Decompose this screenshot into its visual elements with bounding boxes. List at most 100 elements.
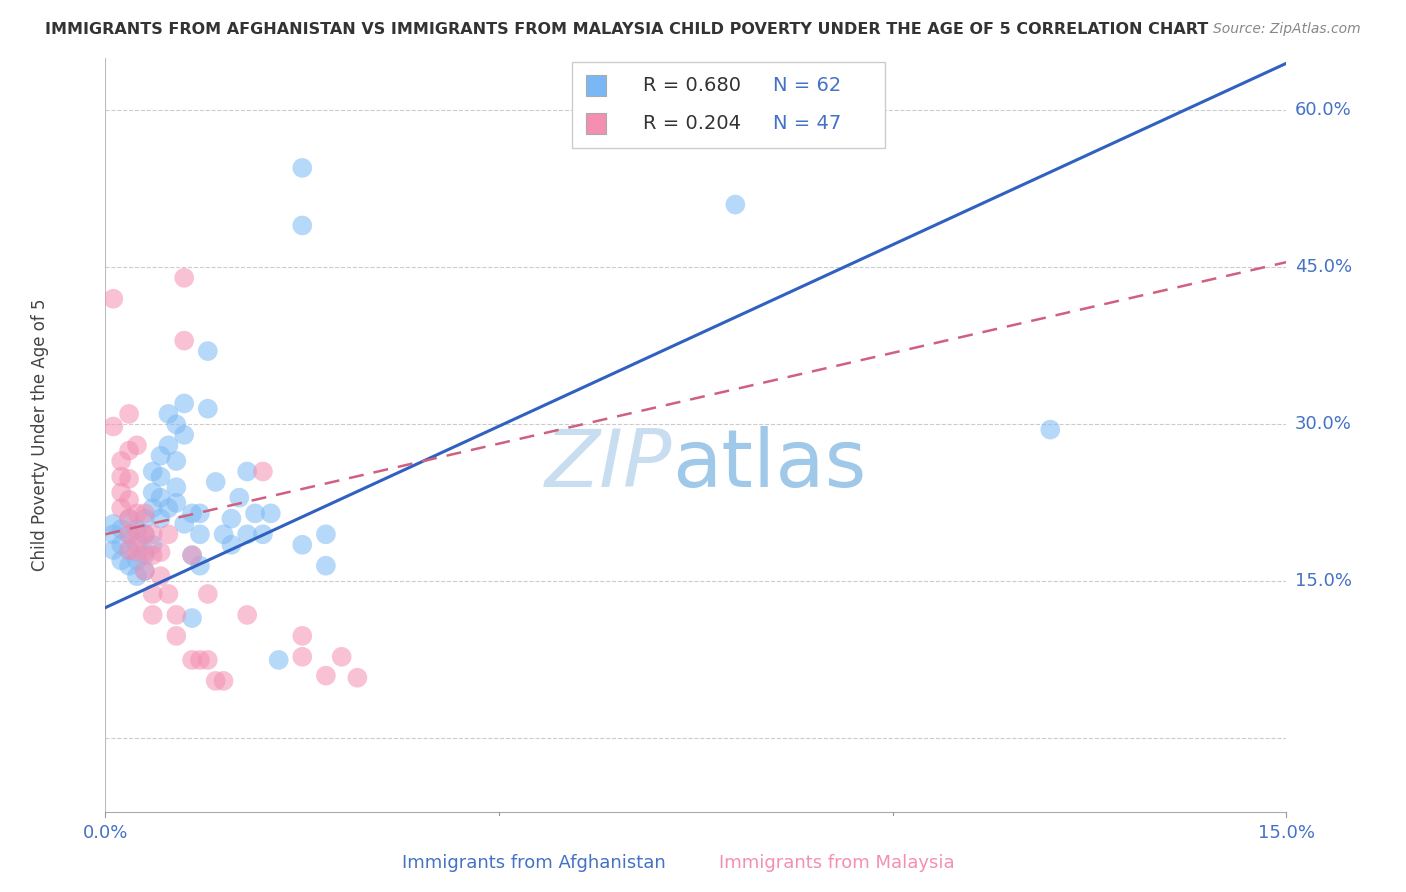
Point: [291, 161, 314, 175]
Point: [118, 527, 141, 541]
Point: [173, 270, 195, 285]
Text: 30.0%: 30.0%: [1295, 416, 1351, 434]
Point: [134, 527, 156, 541]
Point: [236, 607, 259, 622]
Text: 45.0%: 45.0%: [1295, 259, 1353, 277]
Point: [197, 401, 219, 416]
Point: [134, 507, 156, 521]
Point: [165, 454, 187, 468]
Point: [188, 558, 211, 573]
Point: [134, 527, 156, 541]
Point: [724, 197, 747, 211]
FancyBboxPatch shape: [572, 62, 884, 148]
Point: [157, 587, 180, 601]
Point: [165, 480, 187, 494]
Point: [228, 491, 250, 505]
Point: [315, 558, 337, 573]
Point: [197, 587, 219, 601]
Point: [134, 511, 156, 525]
Point: [103, 527, 125, 541]
Point: [125, 438, 148, 452]
Text: R = 0.204: R = 0.204: [643, 114, 741, 133]
Point: [149, 491, 172, 505]
Point: [118, 407, 141, 421]
Point: [188, 507, 211, 521]
Point: [260, 507, 283, 521]
Point: [118, 511, 141, 525]
Text: ZIP: ZIP: [546, 426, 672, 504]
Text: N = 47: N = 47: [773, 114, 841, 133]
Point: [125, 569, 148, 583]
Point: [110, 469, 132, 483]
Point: [110, 454, 132, 468]
Point: [103, 543, 125, 558]
Point: [291, 219, 314, 233]
Point: [157, 527, 180, 541]
Point: [134, 548, 156, 562]
Point: [181, 611, 204, 625]
Point: [110, 538, 132, 552]
Point: [291, 649, 314, 664]
Text: R = 0.680: R = 0.680: [643, 77, 741, 95]
Point: [142, 587, 165, 601]
Point: [103, 419, 125, 434]
Point: [125, 527, 148, 541]
Point: [142, 527, 165, 541]
Point: [103, 516, 125, 531]
Point: [125, 545, 148, 559]
Point: [118, 543, 141, 558]
Point: [165, 607, 187, 622]
Point: [197, 653, 219, 667]
Point: [125, 522, 148, 536]
Point: [1039, 423, 1062, 437]
Point: [110, 522, 132, 536]
Point: [134, 545, 156, 559]
Point: [118, 511, 141, 525]
Point: [291, 629, 314, 643]
Point: [346, 671, 368, 685]
Point: [188, 527, 211, 541]
Point: [125, 553, 148, 567]
Point: [315, 527, 337, 541]
Point: [173, 334, 195, 348]
Point: [212, 527, 235, 541]
Text: 15.0%: 15.0%: [1295, 573, 1351, 591]
Point: [142, 465, 165, 479]
Point: [330, 649, 353, 664]
Point: [149, 545, 172, 559]
Point: [149, 511, 172, 525]
Point: [142, 485, 165, 500]
Point: [173, 396, 195, 410]
Text: N = 62: N = 62: [773, 77, 841, 95]
Point: [142, 607, 165, 622]
Point: [204, 673, 226, 688]
Point: [149, 469, 172, 483]
Point: [142, 501, 165, 516]
Point: [243, 507, 266, 521]
Text: 15.0%: 15.0%: [1258, 824, 1315, 842]
Point: [103, 292, 125, 306]
Point: [181, 548, 204, 562]
Point: [125, 538, 148, 552]
Point: [125, 507, 148, 521]
Text: IMMIGRANTS FROM AFGHANISTAN VS IMMIGRANTS FROM MALAYSIA CHILD POVERTY UNDER THE : IMMIGRANTS FROM AFGHANISTAN VS IMMIGRANT…: [45, 22, 1208, 37]
Point: [252, 527, 274, 541]
Point: [181, 507, 204, 521]
Point: [252, 465, 274, 479]
Point: [157, 501, 180, 516]
Point: [204, 475, 226, 489]
FancyBboxPatch shape: [586, 75, 606, 96]
Point: [315, 668, 337, 682]
Point: [134, 564, 156, 578]
Text: 0.0%: 0.0%: [83, 824, 128, 842]
Text: Immigrants from Malaysia: Immigrants from Malaysia: [718, 855, 955, 872]
Point: [221, 511, 243, 525]
Point: [118, 443, 141, 458]
Point: [157, 407, 180, 421]
Point: [181, 548, 204, 562]
Text: Immigrants from Afghanistan: Immigrants from Afghanistan: [402, 855, 666, 872]
Point: [118, 472, 141, 486]
Point: [165, 629, 187, 643]
Text: Source: ZipAtlas.com: Source: ZipAtlas.com: [1213, 22, 1361, 37]
Point: [118, 492, 141, 507]
